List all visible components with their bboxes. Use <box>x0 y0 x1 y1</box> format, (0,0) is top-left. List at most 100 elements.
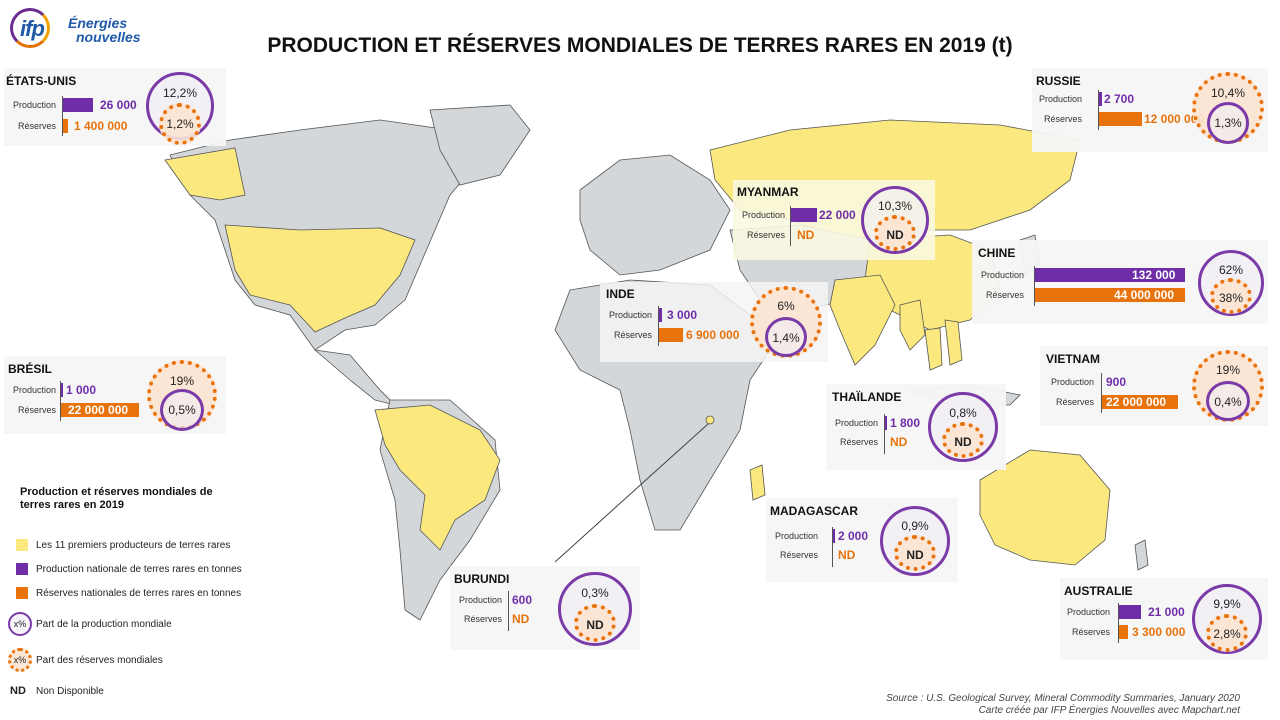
reserves-share-value: 1,2% <box>166 117 194 131</box>
reserves-value: ND <box>797 228 815 242</box>
logo-ring-icon <box>10 8 50 48</box>
reserves-share-value: 19% <box>169 374 195 388</box>
panel-vietnam: VIETNAM Production Réserves 900 22 000 0… <box>1040 346 1268 426</box>
reserves-label: Réserves <box>779 550 818 560</box>
legend-production-share-icon: x% <box>8 612 32 636</box>
australia-shape <box>979 449 1111 566</box>
reserves-share-value: 10,4% <box>1210 86 1246 100</box>
reserves-value: 22 000 000 <box>68 403 129 417</box>
country-name: MYANMAR <box>737 185 799 199</box>
reserves-share-circle <box>942 422 984 458</box>
production-bar <box>1119 605 1141 619</box>
panel-usa: ÉTATS-UNIS Production Réserves 26 000 1 … <box>4 68 226 146</box>
production-value: 3 000 <box>667 308 698 322</box>
production-value: 600 <box>512 593 533 607</box>
production-value: 1 000 <box>66 383 97 397</box>
production-label: Production <box>1038 94 1082 104</box>
production-share-circle <box>1206 381 1250 421</box>
production-label: Production <box>1050 377 1094 387</box>
reserves-share-circle <box>159 103 201 145</box>
reserves-bar <box>1119 625 1128 639</box>
production-value: 132 000 <box>1132 268 1176 282</box>
production-value: 2 000 <box>838 529 869 543</box>
reserves-value: 44 000 000 <box>1114 288 1175 302</box>
production-bar <box>791 208 817 222</box>
burundi-marker <box>705 415 715 425</box>
production-share-value: 0,4% <box>1214 395 1242 409</box>
country-name: VIETNAM <box>1046 352 1100 366</box>
production-share-circle <box>160 389 204 431</box>
bar-axis <box>884 414 885 454</box>
legend-reserves-share-icon: x% <box>8 648 32 672</box>
reserves-label: Réserves <box>839 437 878 447</box>
reserves-share-value: ND <box>886 228 904 242</box>
legend-title: Production et réserves mondiales de terr… <box>20 486 213 511</box>
reserves-bar <box>63 119 68 133</box>
bar-axis <box>60 381 61 421</box>
production-share-value: 0,9% <box>901 519 929 533</box>
legend-production-share-label: Part de la production mondiale <box>36 619 172 630</box>
map-title: PRODUCTION ET RÉSERVES MONDIALES DE TERR… <box>267 34 1013 57</box>
panel-australia: AUSTRALIE Production Réserves 21 000 3 3… <box>1060 578 1268 660</box>
legend-top-producers-swatch <box>16 539 28 551</box>
logo-text-line2: nouvelles <box>76 29 141 45</box>
panel-madagascar: MADAGASCAR Production Réserves 2 000 ND … <box>766 498 958 582</box>
production-bar <box>1035 268 1185 282</box>
panel-burundi: BURUNDI Production Réserves 600 ND 0,3% … <box>450 566 640 650</box>
panel-china: CHINE Production Réserves 132 000 44 000… <box>972 240 1268 324</box>
country-name: AUSTRALIE <box>1064 584 1133 598</box>
europe-shape <box>579 154 731 276</box>
reserves-label: Réserves <box>613 330 652 340</box>
reserves-share-value: 38% <box>1218 291 1244 305</box>
production-share-circle <box>1207 102 1249 144</box>
country-name: RUSSIE <box>1036 74 1081 88</box>
bar-axis <box>832 527 833 567</box>
production-share-value: 1,4% <box>772 331 800 345</box>
reserves-label: Réserves <box>1071 627 1110 637</box>
reserves-value: 12 000 000 <box>1144 112 1205 126</box>
production-value: 21 000 <box>1148 605 1185 619</box>
legend-reserves-label: Réserves nationales de terres rares en t… <box>36 588 242 599</box>
production-share-value: 9,9% <box>1213 597 1241 611</box>
ifp-logo: ifp Énergies nouvelles <box>6 4 146 50</box>
legend-reserves-share-symbol: x% <box>13 655 27 665</box>
brazil-shape <box>374 404 501 551</box>
reserves-bar <box>61 403 139 417</box>
reserves-share-value: 6% <box>777 299 795 313</box>
production-share-value: 0,3% <box>581 586 609 600</box>
reserves-value: ND <box>838 548 856 562</box>
usa-shape <box>224 224 416 333</box>
country-name: INDE <box>606 287 635 301</box>
production-value: 22 000 <box>819 208 856 222</box>
reserves-bar <box>1099 112 1142 126</box>
panel-brazil: BRÉSIL Production Réserves 1 000 22 000 … <box>4 356 226 434</box>
reserves-value: 6 900 000 <box>686 328 740 342</box>
production-value: 900 <box>1106 375 1127 389</box>
legend-reserves-swatch <box>16 587 28 599</box>
myanmar-shape <box>899 299 926 351</box>
reserves-value: 3 300 000 <box>1132 625 1186 639</box>
panel-myanmar: MYANMAR Production Réserves 22 000 ND 10… <box>733 180 935 260</box>
source-note: Source : U.S. Geological Survey, Mineral… <box>886 693 1240 717</box>
legend-production-label: Production nationale de terres rares en … <box>36 564 242 575</box>
country-name: THAÏLANDE <box>832 390 902 404</box>
reserves-bar <box>659 328 683 342</box>
production-label: Production <box>834 418 878 428</box>
legend-production-swatch <box>16 563 28 575</box>
alaska-shape <box>164 147 246 201</box>
reserves-share-circle <box>894 535 936 571</box>
bar-axis <box>1098 90 1099 130</box>
reserves-bar <box>1102 395 1178 409</box>
reserves-label: Réserves <box>17 121 56 131</box>
production-value: 26 000 <box>100 98 137 112</box>
logo-ifp-text: ifp <box>20 16 45 41</box>
bar-axis <box>1101 373 1102 413</box>
production-label: Production <box>1066 607 1110 617</box>
reserves-bar <box>1035 288 1185 302</box>
reserves-label: Réserves <box>463 614 502 624</box>
legend-nd-label: Non Disponible <box>36 686 104 697</box>
reserves-value: 1 400 000 <box>74 119 128 133</box>
reserves-value: 22 000 000 <box>1106 395 1167 409</box>
bar-axis <box>1118 603 1119 643</box>
production-bar <box>63 98 93 112</box>
